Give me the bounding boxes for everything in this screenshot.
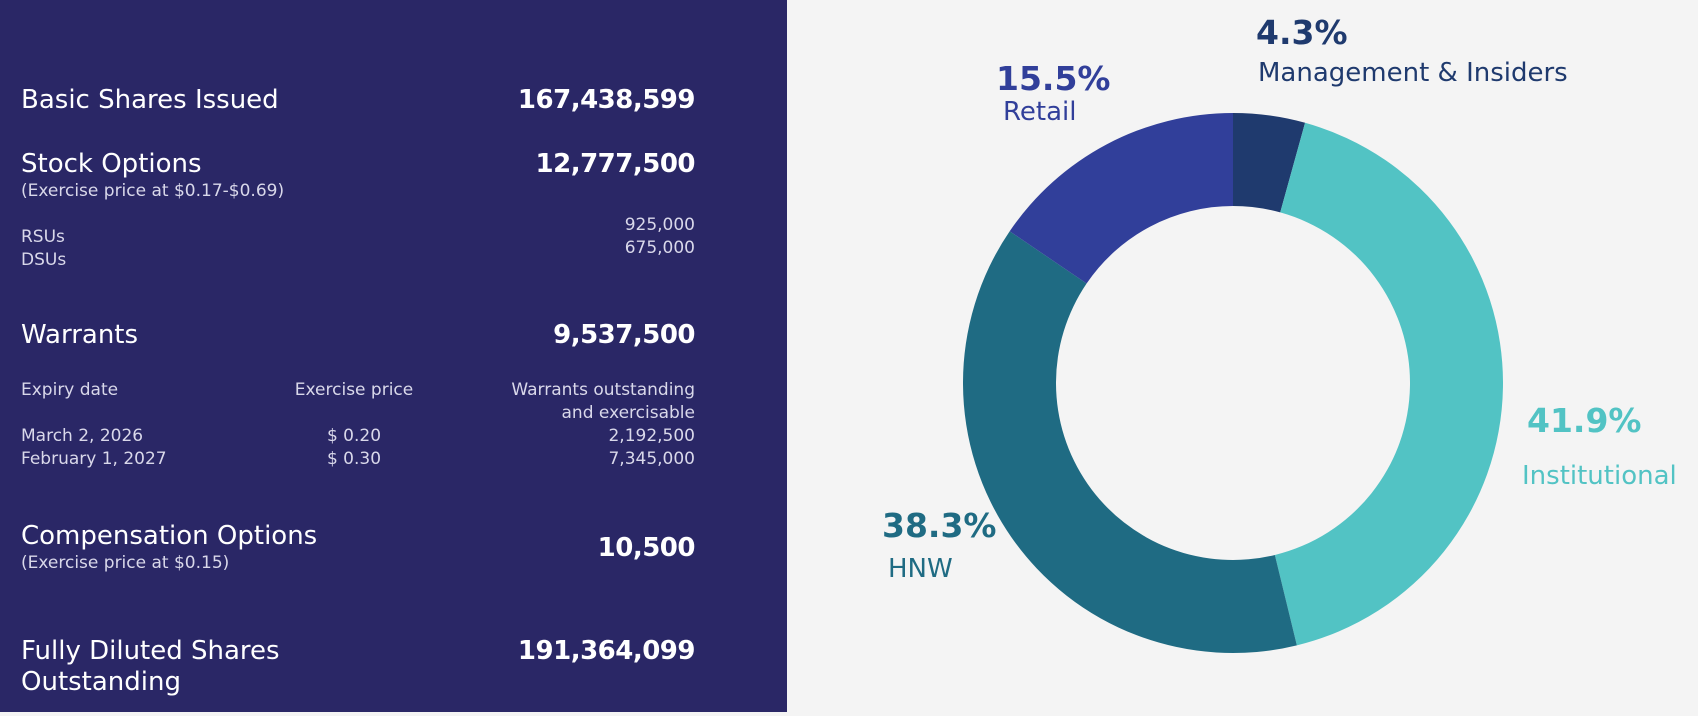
slice-mgmt-pct-label: 4.3%: [1256, 13, 1348, 52]
warrants-value: 9,537,500: [553, 320, 695, 350]
fully-diluted-row: Fully Diluted Shares Outstanding 191,364…: [21, 636, 696, 698]
shareholder-donut-chart: 4.3% Management & Insiders 41.9% Institu…: [882, 13, 1677, 653]
warrants-header-exercisable: and exercisable: [561, 403, 695, 423]
stock-options-value: 12,777,500: [535, 149, 696, 179]
warrant-row-2-price: $ 0.30: [326, 449, 382, 469]
compensation-options-note: (Exercise price at $0.15): [21, 553, 230, 573]
basic-shares-value: 167,438,599: [517, 85, 696, 115]
compensation-options-label: Compensation Options: [21, 521, 318, 551]
slice-mgmt-name-label: Management & Insiders: [1258, 58, 1568, 88]
fully-diluted-label-line1: Fully Diluted Shares: [21, 636, 280, 666]
rsu-label: RSUs: [21, 227, 65, 247]
fully-diluted-label-line2: Outstanding: [21, 667, 181, 697]
basic-shares-label: Basic Shares Issued: [21, 85, 279, 115]
slice-retail-pct-label: 15.5%: [996, 59, 1111, 98]
slice-hnw-pct-label: 38.3%: [882, 506, 997, 545]
rsu-value: 925,000: [624, 215, 695, 235]
basic-shares-row: Basic Shares Issued 167,438,599: [21, 85, 696, 116]
slice-retail-name-label: Retail: [1003, 97, 1076, 127]
compensation-options-row: Compensation Options 10,500 (Exercise pr…: [21, 521, 696, 574]
capital-structure-panel: Basic Shares Issued 167,438,599 Stock Op…: [0, 0, 787, 712]
warrant-row-1-amount: 2,192,500: [608, 426, 695, 446]
stock-options-subtable: RSUs 925,000 DSUs 675,000: [21, 214, 695, 270]
slice-mgmt: [1233, 113, 1306, 213]
shareholder-chart-panel: 4.3% Management & Insiders 41.9% Institu…: [787, 0, 1698, 712]
warrants-table: Expiry date Exercise price Warrants outs…: [21, 379, 695, 474]
dsu-value: 675,000: [624, 238, 695, 258]
warrant-row-2-amount: 7,345,000: [608, 449, 695, 469]
dsu-label: DSUs: [21, 250, 67, 270]
warrants-header-outstanding: Warrants outstanding: [511, 380, 695, 400]
stock-options-note: (Exercise price at $0.17-$0.69): [21, 181, 285, 201]
slice-hnw-name-label: HNW: [888, 554, 953, 584]
stock-options-label: Stock Options: [21, 149, 202, 179]
warrants-label: Warrants: [21, 320, 139, 350]
warrant-row-1-price: $ 0.20: [326, 426, 382, 446]
warrants-row: Warrants 9,537,500: [21, 320, 695, 351]
slice-hnw: [963, 231, 1297, 653]
compensation-options-value: 10,500: [597, 533, 696, 563]
warrant-row-2-date: February 1, 2027: [21, 449, 167, 469]
slice-retail: [1009, 113, 1233, 284]
warrants-header-expiry: Expiry date: [21, 380, 119, 400]
slice-institutional-name-label: Institutional: [1522, 461, 1677, 491]
slice-institutional-pct-label: 41.9%: [1527, 401, 1642, 440]
stock-options-row: Stock Options 12,777,500 (Exercise price…: [21, 149, 696, 202]
warrants-header-price: Exercise price: [294, 380, 414, 400]
warrant-row-1-date: March 2, 2026: [21, 426, 144, 446]
fully-diluted-value: 191,364,099: [517, 636, 696, 666]
slice-institutional: [1274, 122, 1503, 646]
